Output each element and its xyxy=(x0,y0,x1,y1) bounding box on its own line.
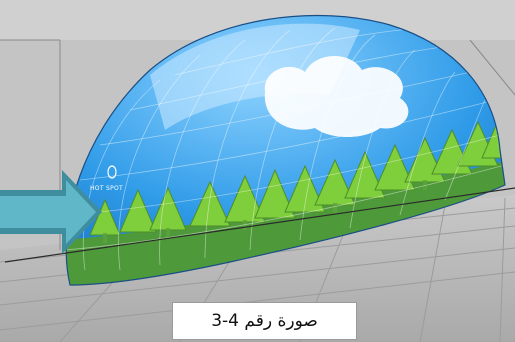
hot-spot-label: HOT SPOT xyxy=(90,185,123,192)
dome-outline xyxy=(65,14,506,286)
cloud xyxy=(264,55,409,137)
skylight-panel xyxy=(150,23,360,130)
tree-row xyxy=(89,114,506,236)
hot-spot-marker xyxy=(107,165,117,179)
arrow-right-icon xyxy=(0,170,102,254)
caption-text: صورة رقم 4-3 xyxy=(211,311,318,331)
horizon-line xyxy=(4,187,515,263)
dome-grid xyxy=(66,27,506,271)
figure-caption: صورة رقم 4-3 xyxy=(172,302,357,340)
